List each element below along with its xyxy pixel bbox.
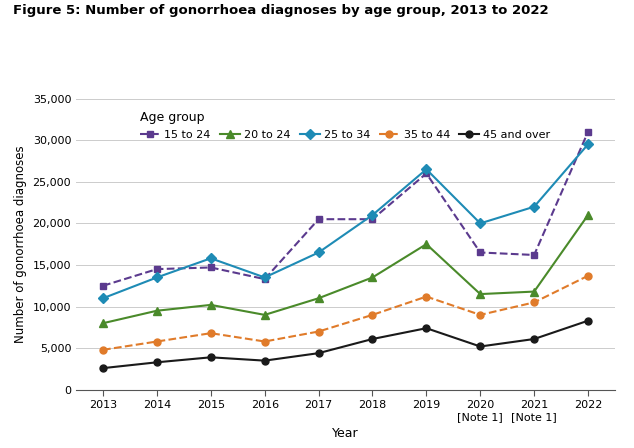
- 45 and over: [531, 336, 538, 342]
- 25 to 34: [315, 250, 323, 255]
- 20 to 24: [261, 312, 269, 318]
- 35 to 44: [315, 329, 323, 334]
- Line: 45 and over: 45 and over: [100, 317, 592, 371]
- 20 to 24: [477, 291, 484, 297]
- 25 to 34: [100, 296, 107, 301]
- 25 to 34: [531, 204, 538, 209]
- 25 to 34: [207, 256, 215, 261]
- 25 to 34: [477, 221, 484, 226]
- 45 and over: [423, 326, 430, 331]
- 15 to 24: [207, 265, 215, 270]
- 35 to 44: [585, 273, 592, 279]
- 20 to 24: [315, 296, 323, 301]
- 15 to 24: [477, 250, 484, 255]
- 15 to 24: [261, 276, 269, 282]
- 25 to 34: [423, 167, 430, 172]
- 25 to 34: [261, 275, 269, 280]
- 35 to 44: [207, 331, 215, 336]
- 15 to 24: [100, 283, 107, 289]
- 15 to 24: [369, 216, 377, 222]
- 20 to 24: [153, 308, 161, 314]
- 35 to 44: [100, 347, 107, 353]
- 35 to 44: [153, 339, 161, 344]
- Line: 20 to 24: 20 to 24: [99, 211, 592, 327]
- 45 and over: [369, 336, 377, 342]
- 15 to 24: [315, 216, 323, 222]
- Text: Figure 5: Number of gonorrhoea diagnoses by age group, 2013 to 2022: Figure 5: Number of gonorrhoea diagnoses…: [13, 4, 548, 17]
- 35 to 44: [477, 312, 484, 318]
- 15 to 24: [423, 171, 430, 176]
- Y-axis label: Number of gonorrhoea diagnoses: Number of gonorrhoea diagnoses: [14, 145, 27, 343]
- 20 to 24: [369, 275, 377, 280]
- 20 to 24: [207, 302, 215, 308]
- 35 to 44: [531, 300, 538, 305]
- 20 to 24: [100, 320, 107, 326]
- Legend: 15 to 24, 20 to 24, 25 to 34, 35 to 44, 45 and over: 15 to 24, 20 to 24, 25 to 34, 35 to 44, …: [136, 107, 555, 144]
- 25 to 34: [153, 275, 161, 280]
- 20 to 24: [423, 241, 430, 247]
- 45 and over: [153, 360, 161, 365]
- 25 to 34: [369, 212, 377, 218]
- 25 to 34: [585, 142, 592, 147]
- 45 and over: [261, 358, 269, 363]
- 20 to 24: [585, 212, 592, 218]
- 35 to 44: [261, 339, 269, 344]
- 45 and over: [585, 318, 592, 323]
- Line: 25 to 34: 25 to 34: [100, 141, 592, 302]
- 15 to 24: [531, 252, 538, 258]
- 35 to 44: [423, 294, 430, 299]
- 45 and over: [100, 366, 107, 371]
- 15 to 24: [585, 129, 592, 134]
- 35 to 44: [369, 312, 377, 318]
- 20 to 24: [531, 289, 538, 294]
- 45 and over: [315, 350, 323, 356]
- 45 and over: [207, 355, 215, 360]
- X-axis label: Year: Year: [332, 427, 359, 440]
- Line: 35 to 44: 35 to 44: [100, 272, 592, 353]
- Line: 15 to 24: 15 to 24: [100, 129, 592, 289]
- 45 and over: [477, 344, 484, 349]
- 15 to 24: [153, 267, 161, 272]
